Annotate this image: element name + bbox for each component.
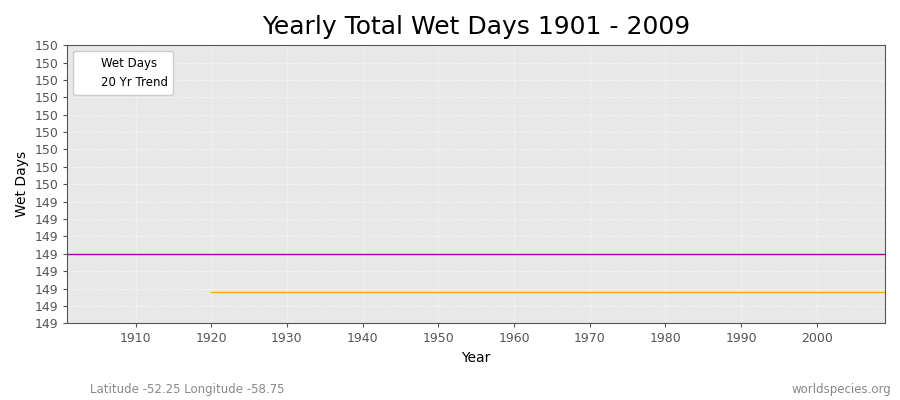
20 Yr Trend [781, 290, 792, 294]
Wet Days [62, 252, 73, 256]
Wet Days [122, 252, 133, 256]
Wet Days [599, 252, 610, 256]
20 Yr Trend [850, 290, 860, 294]
Title: Yearly Total Wet Days 1901 - 2009: Yearly Total Wet Days 1901 - 2009 [262, 15, 690, 39]
Wet Days [335, 252, 346, 256]
X-axis label: Year: Year [462, 351, 490, 365]
Text: worldspecies.org: worldspecies.org [791, 383, 891, 396]
Legend: Wet Days, 20 Yr Trend: Wet Days, 20 Yr Trend [74, 51, 174, 95]
Wet Days [501, 252, 512, 256]
20 Yr Trend [410, 290, 421, 294]
Wet Days [879, 252, 890, 256]
20 Yr Trend [206, 290, 217, 294]
20 Yr Trend [297, 290, 308, 294]
Y-axis label: Wet Days: Wet Days [15, 151, 29, 217]
Text: Latitude -52.25 Longitude -58.75: Latitude -52.25 Longitude -58.75 [90, 383, 284, 396]
20 Yr Trend [766, 290, 777, 294]
Wet Days [508, 252, 519, 256]
20 Yr Trend [675, 290, 686, 294]
Wet Days [289, 252, 300, 256]
20 Yr Trend [879, 290, 890, 294]
